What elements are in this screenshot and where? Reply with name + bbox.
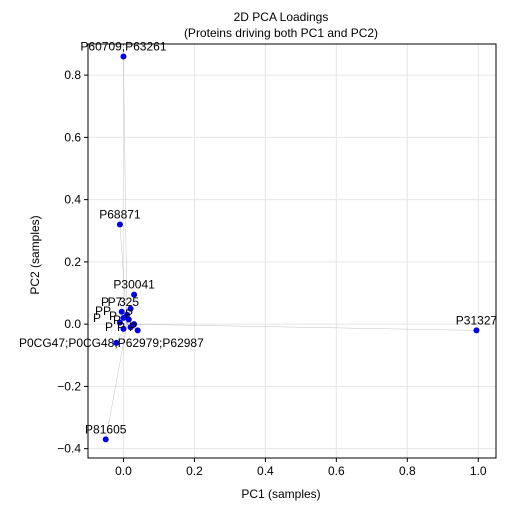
- x-tick-label: 0.8: [399, 464, 416, 478]
- connector-lines: [105, 56, 477, 440]
- leader-line: [119, 224, 128, 325]
- data-point: [116, 221, 123, 228]
- cluster-label-fragment: P: [95, 304, 103, 318]
- y-axis-label: PC2 (samples): [28, 215, 42, 294]
- y-tick-label: −0.2: [57, 379, 81, 393]
- data-point: [116, 319, 123, 326]
- leader-line: [123, 56, 128, 325]
- x-ticks: 0.0 0.2 0.4 0.6 0.8 1.0: [115, 458, 487, 478]
- leader-line: [127, 323, 477, 331]
- x-tick-label: 0.0: [115, 464, 132, 478]
- point-label: P31327: [456, 313, 498, 327]
- data-point: [127, 324, 134, 331]
- leader-line: [105, 324, 128, 440]
- y-tick-label: −0.4: [57, 442, 81, 456]
- data-point: [131, 291, 138, 298]
- y-tick-label: 0.6: [64, 130, 81, 144]
- cluster-label-fragment: P: [101, 295, 109, 309]
- chart-title: 2D PCA Loadings: [234, 10, 329, 24]
- data-point: [102, 436, 109, 443]
- cluster-label-fragment: P: [105, 320, 113, 334]
- data-point: [134, 327, 141, 334]
- chart-subtitle: (Proteins driving both PC1 and PC2): [184, 26, 378, 40]
- cluster-label-fragment: 325: [119, 295, 139, 309]
- point-label: P30041: [113, 278, 155, 292]
- x-axis-label: PC1 (samples): [241, 487, 320, 501]
- data-point: [120, 314, 127, 321]
- x-tick-label: 0.2: [186, 464, 203, 478]
- cluster-label-fragment: P: [129, 320, 137, 334]
- point-label: P60709;P63261: [80, 39, 166, 53]
- point-label: P81605: [85, 422, 127, 436]
- y-tick-label: 0.8: [64, 68, 81, 82]
- x-tick-label: 0.6: [328, 464, 345, 478]
- y-ticks: −0.4 −0.2 0.0 0.2 0.4 0.6 0.8: [57, 68, 88, 456]
- plot-frame: [87, 43, 497, 459]
- y-tick-label: 0.2: [64, 255, 81, 269]
- y-tick-label: 0.0: [64, 317, 81, 331]
- y-tick-label: 0.4: [64, 193, 81, 207]
- point-label: P0CG47;P0CG48;P62979;P62987: [19, 336, 204, 350]
- cluster-label-fragment: P: [109, 309, 117, 323]
- point-labels: P60709;P63261 P68871 P30041 P31327 P0CG47;P0…: [19, 39, 498, 436]
- data-point: [125, 316, 132, 323]
- x-tick-label: 0.4: [257, 464, 274, 478]
- grid-lines: [88, 44, 496, 458]
- cluster-label-fragment: P: [93, 311, 101, 325]
- data-point: [473, 327, 480, 334]
- cluster-label-fragment: P: [125, 307, 133, 321]
- cluster-label-fragment: P: [103, 304, 111, 318]
- point-label: P68871: [99, 208, 141, 222]
- data-point: [127, 305, 134, 312]
- data-point: [120, 53, 127, 60]
- data-point: [120, 325, 127, 332]
- data-point: [113, 339, 120, 346]
- x-tick-label: 1.0: [470, 464, 487, 478]
- cluster-label-fragment: P: [113, 313, 121, 327]
- cluster-label-fragment: P7: [108, 295, 123, 309]
- cluster-label-fragment: P: [117, 320, 125, 334]
- data-point: [118, 308, 125, 315]
- data-points: [102, 53, 480, 443]
